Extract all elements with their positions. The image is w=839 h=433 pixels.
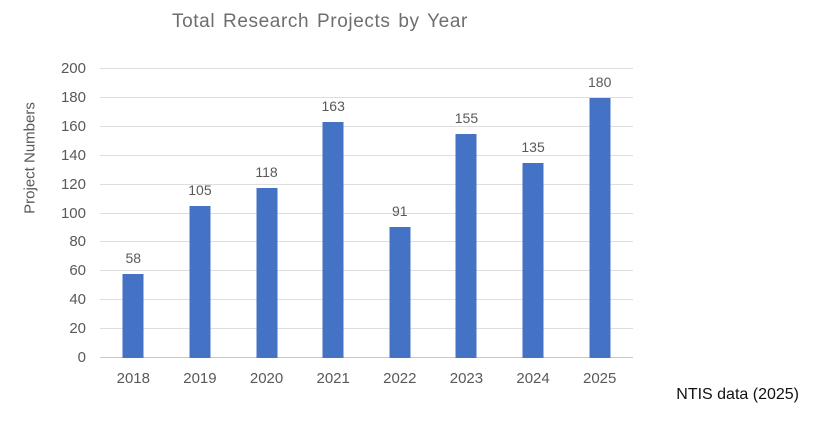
value-label: 105: [188, 182, 212, 199]
gridline: [100, 125, 633, 127]
y-axis-tick-label: 140: [60, 146, 86, 164]
source-note: NTIS data (2025): [676, 386, 799, 403]
bar-2021: [322, 122, 344, 358]
value-label: 180: [588, 73, 612, 90]
bar-2018: [122, 274, 144, 358]
x-axis-tick-label: 2019: [183, 370, 217, 387]
gridline: [100, 68, 633, 69]
gridline: [100, 328, 633, 330]
x-axis-tick-label: 2020: [249, 370, 284, 387]
gridline: [100, 270, 633, 272]
gridline: [100, 154, 633, 156]
bar-2022: [389, 226, 411, 358]
y-axis-tick-label: 100: [60, 204, 86, 222]
gridline: [100, 299, 633, 301]
x-axis-tick-label: 2024: [516, 370, 550, 387]
value-label: 163: [321, 98, 345, 115]
bar-2025: [589, 97, 611, 358]
y-axis-tick-label: 80: [69, 233, 86, 251]
y-axis-tick-label: 200: [60, 60, 86, 77]
value-label: 91: [392, 202, 408, 219]
bar-2019: [189, 206, 211, 358]
value-label: 135: [521, 138, 545, 155]
bar-2020: [256, 187, 278, 358]
x-axis-tick-label: 2022: [383, 370, 417, 387]
value-label: 58: [125, 250, 142, 267]
y-axis-tick-label: 0: [77, 349, 86, 366]
value-label: 155: [454, 110, 479, 127]
gridline: [100, 212, 633, 214]
x-axis-tick-label: 2023: [449, 370, 484, 387]
x-axis-tick-label: 2018: [116, 370, 150, 387]
y-axis-tick-label: 20: [69, 320, 86, 338]
bar-2023: [455, 134, 477, 358]
x-axis-line: [100, 357, 633, 358]
bar-2024: [522, 162, 544, 358]
x-axis-tick-label: 2021: [316, 370, 350, 387]
y-axis-tick-label: 180: [60, 88, 86, 106]
gridline: [100, 183, 633, 185]
plot-area: 58 105 118 163 91 155 135 180: [100, 68, 633, 358]
value-label: 118: [255, 163, 278, 180]
chart-title: Total Research Projects by Year: [172, 11, 468, 32]
x-axis-tick-label: 2025: [583, 370, 617, 387]
y-axis-tick-label: 160: [60, 117, 86, 135]
y-axis-tick-label: 40: [69, 291, 86, 309]
gridline: [100, 241, 633, 243]
gridline: [100, 96, 633, 98]
y-axis-tick-label: 120: [60, 175, 86, 193]
y-axis-tick-label: 60: [69, 262, 86, 280]
